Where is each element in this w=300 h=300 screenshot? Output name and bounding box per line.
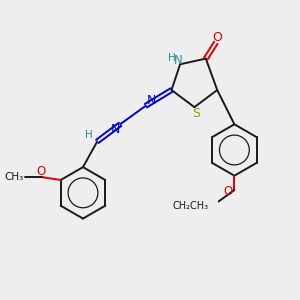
Text: N: N [174, 53, 183, 67]
Text: CH₃: CH₃ [4, 172, 24, 182]
Text: S: S [192, 107, 200, 120]
Text: O: O [36, 165, 45, 178]
Text: H: H [168, 53, 176, 63]
Text: O: O [212, 31, 222, 44]
Text: H: H [85, 130, 93, 140]
Text: N: N [110, 123, 120, 136]
Text: CH₂CH₃: CH₂CH₃ [172, 201, 209, 211]
Text: N: N [146, 94, 156, 107]
Text: O: O [224, 185, 233, 198]
